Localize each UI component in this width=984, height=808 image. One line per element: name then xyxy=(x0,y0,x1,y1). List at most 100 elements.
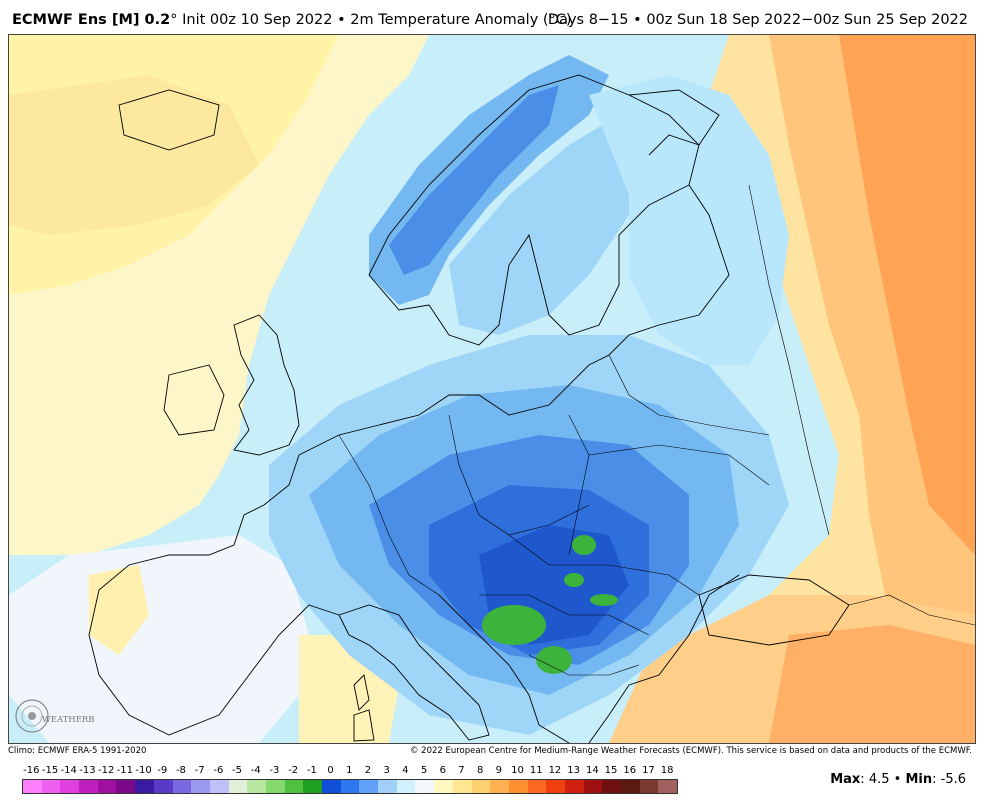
border-balkans xyxy=(479,594,650,636)
colorbar-swatch xyxy=(172,780,192,793)
border-romania-north xyxy=(508,534,700,596)
colorbar-swatch xyxy=(452,780,472,793)
sardinia-outline xyxy=(353,709,375,742)
colorbar-swatches xyxy=(22,779,679,794)
great-britain-outline xyxy=(233,314,300,456)
colorbar-swatch xyxy=(60,780,80,793)
corsica-outline xyxy=(353,674,370,711)
colorbar-label: -4 xyxy=(250,765,261,776)
east-warm-strong xyxy=(839,35,975,555)
colorbar-swatch xyxy=(471,780,491,793)
map-canvas xyxy=(9,35,975,743)
colorbar-swatch xyxy=(191,780,210,793)
anomaly-map xyxy=(8,34,976,744)
border-belarus-ukraine xyxy=(588,444,770,486)
italy-outline xyxy=(338,604,490,741)
weatherbell-logo: WEATHERBELL xyxy=(15,699,94,733)
black-sea-outline xyxy=(698,574,850,646)
colorbar-swatch xyxy=(415,780,435,793)
iberia-warm-spot xyxy=(89,565,149,655)
colorbar-label: -15 xyxy=(41,765,59,776)
max-value: 4.5 xyxy=(868,772,890,787)
adriatic-east-coast xyxy=(438,594,570,743)
colorbar-label: 9 xyxy=(495,765,503,776)
colorbar-swatch xyxy=(23,780,42,793)
colorbar-swatch xyxy=(359,780,379,793)
colorbar-label: -16 xyxy=(23,765,40,776)
border-russia-west xyxy=(748,184,830,536)
colorbar-label: 4 xyxy=(402,765,409,776)
colorbar-label: 12 xyxy=(548,765,562,776)
kola-outline xyxy=(628,89,720,156)
colorbar-swatch xyxy=(490,780,509,793)
russia-nw-cool xyxy=(589,75,789,365)
iceland-warm xyxy=(9,75,259,235)
middle-east-warm xyxy=(769,625,975,743)
colorbar-swatch xyxy=(340,780,360,793)
forecast-days: Days 8−15 xyxy=(547,12,629,28)
colorbar-swatch xyxy=(396,780,416,793)
border-caucasus xyxy=(848,594,975,626)
colorbar-label: -8 xyxy=(175,765,186,776)
colorbar-swatch xyxy=(247,780,266,793)
min-value: -5.6 xyxy=(940,772,966,787)
colorbar-swatch xyxy=(303,780,322,793)
border-baltics-russia xyxy=(608,354,770,436)
init-time: Init 00z 10 Sep 2022 xyxy=(182,12,333,28)
cold-extreme-romania2 xyxy=(590,594,618,606)
colorbar-swatch xyxy=(658,780,678,793)
colorbar-swatch xyxy=(378,780,397,793)
colorbar-labels: -16 -15 -14 -13 -12 -11 -10 -9 -8 -7 -6 -5 -4 -3 -2 -1 0… xyxy=(22,765,712,779)
colorbar-label: -13 xyxy=(79,765,96,776)
colorbar-label: 11 xyxy=(529,765,543,776)
iberia-pale xyxy=(9,535,309,743)
cold-extreme-romania1 xyxy=(564,573,584,587)
field-name: 2m Temperature Anomaly (°C) xyxy=(350,12,572,28)
map-header: ECMWF Ens [M] 0.2° Init 00z 10 Sep 2022 … xyxy=(8,10,976,32)
colorbar-swatch xyxy=(621,780,640,793)
coastlines xyxy=(88,74,850,743)
colorbar-swatch xyxy=(228,780,248,793)
iceland-outline xyxy=(118,89,220,151)
colorbar-swatch xyxy=(41,780,61,793)
colorbar-swatch xyxy=(284,780,304,793)
colorbar-swatch xyxy=(153,780,173,793)
colorbar-label: -1 xyxy=(306,765,317,776)
colorbar-label: -5 xyxy=(232,765,243,776)
colorbar-label: 5 xyxy=(420,765,428,776)
colorbar-label: -11 xyxy=(116,765,134,776)
colorbar-swatch xyxy=(546,780,565,793)
colorbar-label: 0 xyxy=(327,765,334,776)
colorbar-label: 16 xyxy=(623,765,637,776)
colorbar-label: -14 xyxy=(60,765,77,776)
colorbar-swatch xyxy=(322,780,341,793)
colorbar-swatch xyxy=(564,780,584,793)
colorbar-swatch xyxy=(602,780,621,793)
valid-period: 00z Sun 18 Sep 2022−00z Sun 25 Sep 2022 xyxy=(646,12,968,28)
colorbar-label: 14 xyxy=(585,765,599,776)
country-borders xyxy=(338,184,975,676)
colorbar-label: 15 xyxy=(604,765,618,776)
colorbar-swatch xyxy=(583,780,603,793)
colorbar-swatch xyxy=(209,780,229,793)
colorbar-label: 18 xyxy=(660,765,674,776)
colorbar-label: -12 xyxy=(97,765,115,776)
colorbar-swatch xyxy=(97,780,117,793)
colorbar-label: 6 xyxy=(439,765,446,776)
colorbar-label: 3 xyxy=(383,765,390,776)
colorbar-swatch xyxy=(639,780,659,793)
scandinavia-outline xyxy=(368,74,700,346)
cold-extreme-bosnia xyxy=(482,605,546,645)
sweden-finland-cold xyxy=(449,115,649,335)
logo-text: WEATHERBELL xyxy=(42,715,94,725)
border-france-germany xyxy=(338,434,440,596)
colorbar-swatch xyxy=(135,780,154,793)
colorbar-label: -3 xyxy=(269,765,280,776)
colorbar-swatch xyxy=(265,780,285,793)
colorbar-label: 10 xyxy=(511,765,524,776)
colorbar-label: 1 xyxy=(346,765,353,776)
ecmwf-credit: © 2022 European Centre for Medium-Range … xyxy=(409,746,972,756)
colorbar-label: 7 xyxy=(458,765,465,776)
colorbar-label: 8 xyxy=(476,765,484,776)
norway-cold-core xyxy=(389,85,559,275)
